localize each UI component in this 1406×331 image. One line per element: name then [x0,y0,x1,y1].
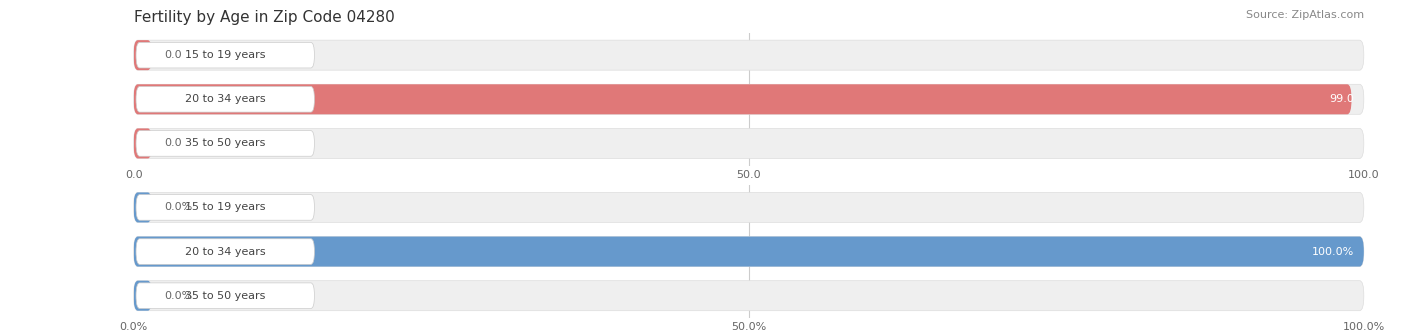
FancyBboxPatch shape [136,86,315,112]
FancyBboxPatch shape [136,283,315,308]
FancyBboxPatch shape [134,237,1364,266]
FancyBboxPatch shape [134,281,1364,311]
FancyBboxPatch shape [134,40,152,70]
FancyBboxPatch shape [134,192,1364,222]
Text: 0.0%: 0.0% [165,291,193,301]
Text: 0.0: 0.0 [165,138,181,148]
FancyBboxPatch shape [134,192,152,222]
FancyBboxPatch shape [134,84,1351,114]
FancyBboxPatch shape [134,128,152,159]
Text: Fertility by Age in Zip Code 04280: Fertility by Age in Zip Code 04280 [134,10,394,25]
Text: 0.0%: 0.0% [165,203,193,213]
FancyBboxPatch shape [134,84,1364,114]
Text: 0.0: 0.0 [165,50,181,60]
Text: Source: ZipAtlas.com: Source: ZipAtlas.com [1246,10,1364,20]
Text: 35 to 50 years: 35 to 50 years [186,291,266,301]
FancyBboxPatch shape [134,281,152,311]
Text: 20 to 34 years: 20 to 34 years [186,94,266,104]
Text: 100.0%: 100.0% [1312,247,1354,257]
FancyBboxPatch shape [136,131,315,156]
FancyBboxPatch shape [136,239,315,264]
FancyBboxPatch shape [134,237,1364,266]
Text: 99.0: 99.0 [1329,94,1354,104]
Text: 20 to 34 years: 20 to 34 years [186,247,266,257]
FancyBboxPatch shape [134,40,1364,70]
FancyBboxPatch shape [136,42,315,68]
Text: 35 to 50 years: 35 to 50 years [186,138,266,148]
FancyBboxPatch shape [134,128,1364,159]
Text: 15 to 19 years: 15 to 19 years [186,203,266,213]
FancyBboxPatch shape [136,195,315,220]
Text: 15 to 19 years: 15 to 19 years [186,50,266,60]
